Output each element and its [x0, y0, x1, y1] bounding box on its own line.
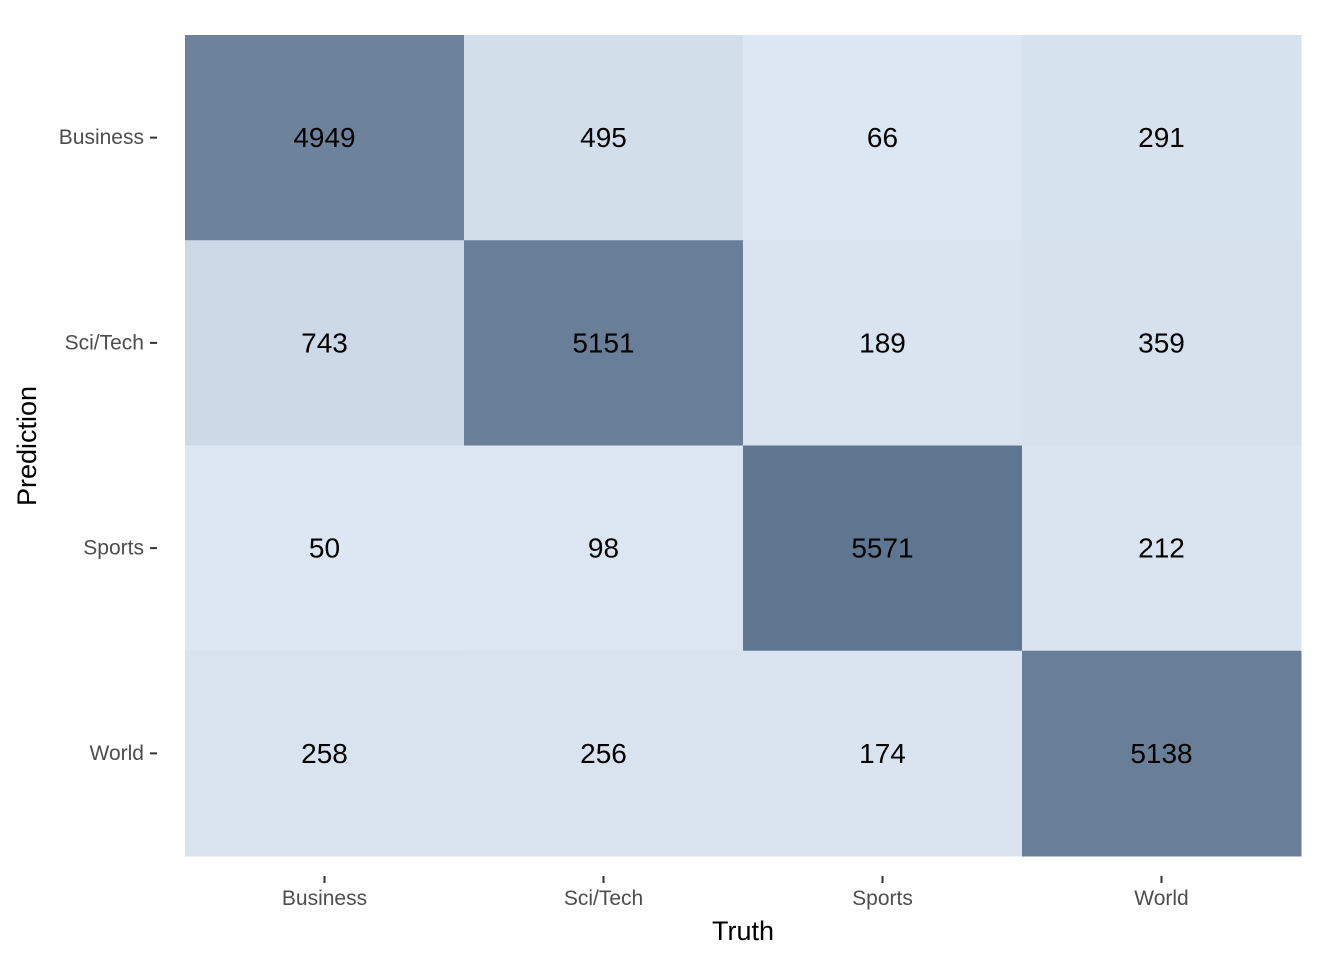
y-tick-label: World: [90, 742, 144, 765]
cell-value-label: 495: [580, 122, 627, 153]
x-axis-title: Truth: [712, 916, 774, 946]
y-tick-label: Business: [59, 126, 144, 149]
heatmap-cell-world-business: [185, 650, 465, 857]
cell-value-labels: 4949 495 66 291 743 5151 189 359 50 98 5571 212 258 2…: [293, 122, 1192, 769]
heatmap-cell-sci-tech-sports: [743, 240, 1023, 446]
x-axis-ticks: Business Sci/Tech Sports World: [282, 876, 1189, 910]
heatmap-cells: [185, 35, 1302, 857]
heatmap-cell-sports-world: [1022, 445, 1302, 652]
cell-value-label: 174: [859, 738, 906, 769]
heatmap-cell-business-sports: [743, 35, 1023, 241]
cell-value-label: 98: [588, 533, 619, 564]
heatmap-cell-sci-tech-world: [1022, 240, 1302, 446]
heatmap-cell-business-sci-tech: [464, 35, 744, 241]
cell-value-label: 50: [309, 533, 340, 564]
heatmap-cell-sports-sci-tech: [464, 445, 744, 652]
heatmap-cell-sci-tech-sci-tech: [464, 240, 744, 446]
heatmap-cell-world-world: [1022, 650, 1302, 857]
heatmap-cell-sci-tech-business: [185, 240, 465, 446]
cell-value-label: 212: [1138, 533, 1185, 564]
x-tick-label: Sports: [852, 887, 913, 910]
y-axis-ticks: Business Sci/Tech Sports World: [59, 126, 157, 765]
cell-value-label: 189: [859, 327, 906, 358]
heatmap-cell-sports-sports: [743, 445, 1023, 652]
y-axis-title: Prediction: [12, 386, 42, 506]
cell-value-label: 258: [301, 738, 348, 769]
cell-value-label: 5138: [1130, 738, 1192, 769]
cell-value-label: 5151: [572, 327, 634, 358]
y-tick-label: Sci/Tech: [65, 331, 144, 354]
heatmap-cell-world-sci-tech: [464, 650, 744, 857]
heatmap-cell-business-world: [1022, 35, 1302, 241]
cell-value-label: 66: [867, 122, 898, 153]
cell-value-label: 5571: [851, 533, 913, 564]
y-tick-label: Sports: [83, 537, 144, 560]
x-tick-label: Business: [282, 887, 367, 910]
cell-value-label: 256: [580, 738, 627, 769]
heatmap-cell-sports-business: [185, 445, 465, 652]
x-tick-label: World: [1134, 887, 1188, 910]
cell-value-label: 4949: [293, 122, 355, 153]
cell-value-label: 291: [1138, 122, 1185, 153]
x-tick-label: Sci/Tech: [564, 887, 643, 910]
cell-value-label: 359: [1138, 327, 1185, 358]
heatmap-cell-world-sports: [743, 650, 1023, 857]
cell-value-label: 743: [301, 327, 348, 358]
heatmap-cell-business-business: [185, 35, 465, 241]
